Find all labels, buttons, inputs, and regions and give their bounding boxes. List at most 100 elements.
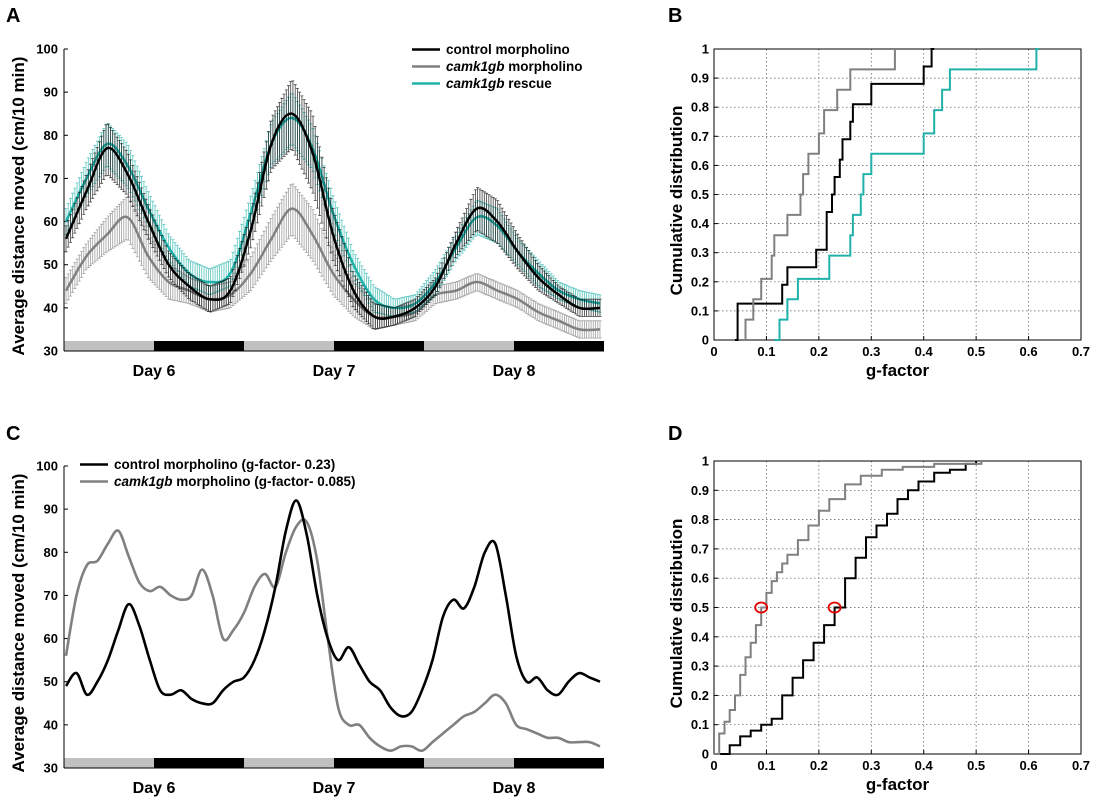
y-tick-label: 60 <box>44 214 58 229</box>
y-tick-label: 90 <box>44 85 58 100</box>
light-dark-segment <box>154 341 244 351</box>
series-0 <box>64 499 601 718</box>
cdf-series-2 <box>774 48 1040 341</box>
day-label: Day 8 <box>493 780 536 797</box>
x-tick-label: 0.5 <box>967 344 985 359</box>
x-tick-label: 0 <box>710 758 717 773</box>
y-tick-label: 0.3 <box>691 245 709 260</box>
y-tick-label: 70 <box>44 171 58 186</box>
light-dark-segment <box>244 758 334 768</box>
series-line <box>64 112 601 321</box>
panel-d: 0 0.1 0.2 0.3 0.4 0.5 0.6 0.7 0 0.1 0.2 0.3 0.4 0.5 0.… <box>667 454 1090 795</box>
panel-b: 0 0.1 0.2 0.3 0.4 0.5 0.6 0.7 0 0.1 0.2 0.3 0.4 0.5 0.… <box>667 42 1090 381</box>
y-tick-label: 60 <box>44 631 58 646</box>
x-axis-label: g-factor <box>866 361 930 380</box>
legend-label: control morpholino <box>446 42 570 57</box>
y-tick-label: 0.4 <box>691 629 710 644</box>
y-tick-label: 0.1 <box>691 303 709 318</box>
y-tick-label: 0.7 <box>691 541 709 556</box>
legend-label: camk1gb rescue <box>446 76 552 91</box>
legend-label-part: morpholino <box>505 59 583 74</box>
panel-c: 30 40 50 60 70 80 90 100 Day 6 Day 7 Day 8 Average … <box>9 457 604 797</box>
y-tick-label: 0.9 <box>691 71 709 86</box>
y-axis-label: Cumulative distribution <box>667 519 686 709</box>
x-tick-label: 0.6 <box>1020 758 1038 773</box>
cdf-series-1 <box>740 48 898 341</box>
y-tick-label: 80 <box>44 545 58 560</box>
y-axis-label: Average distance moved (cm/10 min) <box>9 474 28 773</box>
x-tick-label: 0.5 <box>967 758 985 773</box>
y-tick-label: 70 <box>44 588 58 603</box>
y-tick-label: 0.8 <box>691 100 709 115</box>
legend-label: control morpholino (g-factor- 0.23) <box>114 457 335 472</box>
y-tick-label: 0.3 <box>691 659 709 674</box>
y-tick-label: 1 <box>702 454 709 469</box>
light-dark-segment <box>514 758 604 768</box>
series-0 <box>64 80 602 330</box>
light-dark-segment <box>514 341 604 351</box>
legend-label-part: rescue <box>505 76 553 91</box>
y-tick-label: 90 <box>44 502 58 517</box>
y-tick-label: 0 <box>702 333 709 348</box>
median-marker <box>754 601 769 614</box>
y-tick-label: 30 <box>44 761 58 776</box>
x-tick-label: 0.2 <box>810 758 828 773</box>
y-tick-label: 0.6 <box>691 158 709 173</box>
x-tick-label: 0.3 <box>862 758 880 773</box>
y-tick-label: 50 <box>44 257 58 272</box>
legend-label-part: control morpholino (g-factor- 0.23) <box>114 457 335 472</box>
cdf-series-0 <box>735 48 935 341</box>
y-tick-label: 0.5 <box>691 600 709 615</box>
y-tick-label: 0.1 <box>691 717 709 732</box>
legend-label: camk1gb morpholino (g-factor- 0.085) <box>114 474 356 489</box>
legend-label-part: morpholino (g-factor- 0.085) <box>173 474 356 489</box>
y-tick-label: 0.5 <box>691 187 709 202</box>
y-tick-label: 40 <box>44 300 58 315</box>
x-tick-label: 0.2 <box>810 344 828 359</box>
panel-label-c: C <box>6 423 20 445</box>
panel-a: 30 40 50 60 70 80 90 100 Day 6 Day 7 Day 8 Average … <box>9 42 604 380</box>
y-axis-label: Cumulative distribution <box>667 106 686 296</box>
legend-label: camk1gb morpholino <box>446 59 583 74</box>
panel-label-b: B <box>668 5 682 27</box>
y-axis-label: Average distance moved (cm/10 min) <box>9 57 28 356</box>
light-dark-segment <box>64 758 154 768</box>
x-tick-label: 0.1 <box>757 344 775 359</box>
day-label: Day 7 <box>313 780 356 797</box>
y-tick-label: 50 <box>44 674 58 689</box>
day-label: Day 6 <box>133 363 176 380</box>
panel-label-a: A <box>6 5 20 27</box>
light-dark-segment <box>154 758 244 768</box>
series-line <box>64 207 601 332</box>
y-tick-label: 0.6 <box>691 571 709 586</box>
y-tick-label: 30 <box>44 344 58 359</box>
legend-label-part: control morpholino <box>446 42 570 57</box>
x-axis-label: g-factor <box>866 775 930 794</box>
series-line <box>64 499 601 718</box>
x-tick-label: 0.7 <box>1072 344 1090 359</box>
y-tick-label: 40 <box>44 717 58 732</box>
series-1 <box>64 518 601 753</box>
light-dark-segment <box>244 341 334 351</box>
legend-label-part: camk1gb <box>446 76 505 91</box>
x-tick-label: 0.7 <box>1072 758 1090 773</box>
legend-label-part: camk1gb <box>114 474 173 489</box>
y-tick-label: 0.8 <box>691 512 709 527</box>
legend: control morpholino (g-factor- 0.23) camk1… <box>80 457 356 489</box>
x-tick-label: 0.1 <box>757 758 775 773</box>
plot-frame <box>713 48 1082 341</box>
light-dark-segment <box>424 341 514 351</box>
x-tick-label: 0.3 <box>862 344 880 359</box>
x-tick-label: 0.6 <box>1020 344 1038 359</box>
light-dark-segment <box>424 758 514 768</box>
y-tick-label: 1 <box>702 42 709 57</box>
x-tick-label: 0.4 <box>915 758 934 773</box>
y-tick-label: 100 <box>36 459 58 474</box>
y-tick-label: 0.9 <box>691 483 709 498</box>
panel-label-d: D <box>668 423 682 445</box>
median-marker <box>827 601 842 614</box>
y-tick-label: 100 <box>36 42 58 57</box>
day-label: Day 6 <box>133 780 176 797</box>
